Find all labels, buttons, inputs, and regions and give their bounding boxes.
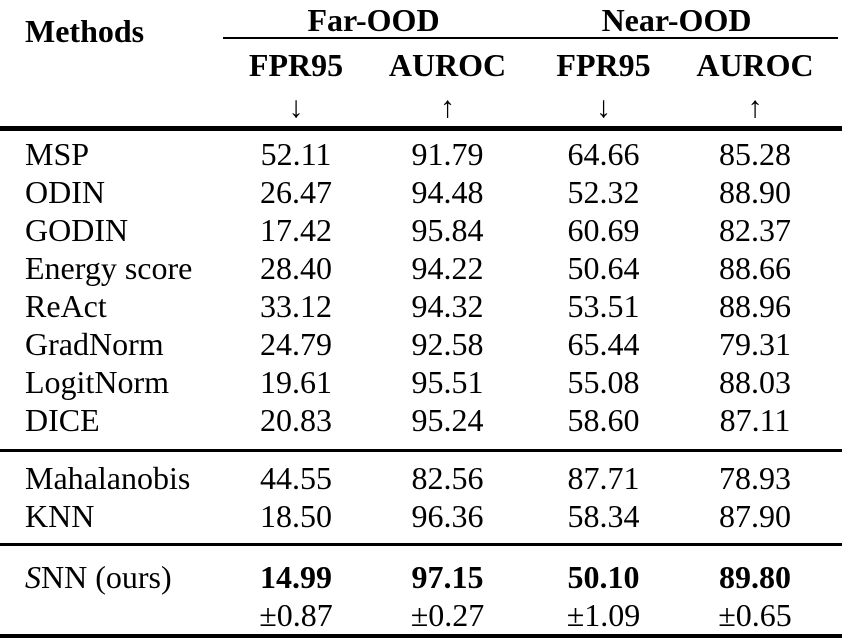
higher-better-arrow-icon: ↑	[747, 91, 763, 124]
value-cell: 58.60	[567, 401, 640, 438]
table-row: ODIN 26.47 94.48 52.32 88.90	[0, 173, 842, 211]
value-cell: 20.83	[260, 401, 332, 438]
higher-better-arrow-icon: ↑	[440, 91, 455, 124]
lower-better-arrow-icon: ↓	[596, 91, 611, 124]
value-cell: 60.69	[567, 211, 640, 248]
section-divider-rule	[0, 449, 842, 452]
value-cell: 52.32	[567, 173, 640, 210]
value-cell: 95.84	[411, 211, 484, 248]
value-cell: 44.55	[260, 459, 332, 496]
method-cell: ODIN	[25, 173, 105, 210]
header-span-rule	[223, 37, 838, 39]
value-cell: 28.40	[260, 249, 332, 286]
value-cell: 88.66	[719, 249, 791, 286]
value-cell: 88.96	[719, 287, 791, 324]
value-cell: 95.51	[411, 363, 484, 400]
value-cell: 65.44	[567, 325, 640, 362]
std-cell: ±0.27	[410, 596, 485, 633]
value-cell: 17.42	[260, 211, 332, 248]
value-cell: 24.79	[260, 325, 332, 362]
value-cell: 58.34	[567, 497, 640, 534]
table-row: DICE 20.83 95.24 58.60 87.11	[0, 401, 842, 439]
value-cell: 96.36	[411, 497, 484, 534]
table-row: GODIN 17.42 95.84 60.69 82.37	[0, 211, 842, 249]
method-cell-ours: SNN (ours)	[0, 559, 222, 596]
metric-header-near-fpr95: FPR95	[556, 46, 651, 83]
value-cell: 53.51	[567, 287, 640, 324]
value-cell: 50.64	[567, 249, 640, 286]
value-cell: 85.28	[719, 135, 791, 172]
method-cell: Energy score	[25, 249, 193, 286]
metric-header-row: FPR95 AUROC FPR95 AUROC	[0, 40, 842, 90]
value-cell: 78.93	[719, 459, 791, 496]
baseline-methods-section: MSP 52.11 91.79 64.66 85.28 ODIN 26.47 9…	[0, 131, 842, 449]
value-cell: 79.31	[719, 325, 791, 362]
group-header-row: Far-OOD Near-OOD	[0, 0, 842, 40]
value-cell: 82.37	[719, 211, 791, 248]
table-header: Methods Far-OOD Near-OOD FPR95 AUROC FPR…	[0, 0, 842, 126]
value-cell: 19.61	[260, 363, 332, 400]
distance-methods-section: Mahalanobis 44.55 82.56 87.71 78.93 KNN …	[0, 452, 842, 543]
value-cell-best: 14.99	[260, 558, 332, 595]
table-row-ours: SNN (ours) 14.99 97.15 50.10 89.80	[0, 558, 842, 596]
table-row: KNN 18.50 96.36 58.34 87.90	[0, 497, 842, 535]
std-cell: ±0.87	[259, 596, 333, 633]
value-cell-best: 50.10	[567, 558, 640, 595]
table-row: ReAct 33.12 94.32 53.51 88.96	[0, 287, 842, 325]
method-cell: GODIN	[25, 211, 129, 248]
table-row: LogitNorm 19.61 95.51 55.08 88.03	[0, 363, 842, 401]
method-name-rest: NN (ours)	[41, 558, 172, 595]
value-cell: 92.58	[411, 325, 484, 362]
value-cell: 88.03	[719, 363, 791, 400]
lower-better-arrow-icon: ↓	[288, 91, 304, 124]
table-row: Mahalanobis 44.55 82.56 87.71 78.93	[0, 459, 842, 497]
method-cell: DICE	[25, 401, 100, 438]
value-cell: 94.48	[411, 173, 484, 210]
method-cell: MSP	[25, 135, 90, 172]
value-cell: 87.90	[719, 497, 791, 534]
value-cell: 95.24	[411, 401, 484, 438]
method-cell: LogitNorm	[25, 363, 169, 400]
table-row: Energy score 28.40 94.22 50.64 88.66	[0, 249, 842, 287]
value-cell: 82.56	[411, 459, 484, 496]
direction-arrow-row: ↓ ↑ ↓ ↑	[0, 90, 842, 126]
value-cell: 33.12	[260, 287, 332, 324]
script-s-letter: S	[25, 558, 41, 595]
value-cell: 87.71	[567, 459, 640, 496]
ours-section: SNN (ours) 14.99 97.15 50.10 89.80 ±0.87…	[0, 546, 842, 634]
metric-header-far-fpr95: FPR95	[248, 46, 344, 83]
group-header-near-ood: Near-OOD	[601, 1, 752, 38]
value-cell: 55.08	[567, 363, 640, 400]
value-cell: 88.90	[719, 173, 791, 210]
value-cell-best: 97.15	[411, 558, 484, 595]
method-cell: Mahalanobis	[25, 459, 191, 496]
value-cell: 94.32	[411, 287, 484, 324]
method-cell: GradNorm	[25, 325, 164, 362]
table-bottom-rule	[0, 634, 842, 638]
table-row: GradNorm 24.79 92.58 65.44 79.31	[0, 325, 842, 363]
section-divider-rule	[0, 543, 842, 546]
table-row: MSP 52.11 91.79 64.66 85.28	[0, 135, 842, 173]
value-cell: 18.50	[260, 497, 332, 534]
value-cell: 94.22	[411, 249, 484, 286]
table-row-std: ±0.87 ±0.27 ±1.09 ±0.65	[0, 596, 842, 634]
std-cell: ±1.09	[566, 596, 641, 633]
value-cell: 26.47	[260, 173, 332, 210]
method-cell: KNN	[25, 497, 95, 534]
std-cell: ±0.65	[718, 596, 792, 633]
value-cell: 87.11	[719, 401, 791, 438]
value-cell: 91.79	[411, 135, 484, 172]
method-cell: ReAct	[25, 287, 107, 324]
methods-column-header: Methods	[25, 13, 145, 49]
header-bottom-rule	[0, 126, 842, 131]
value-cell: 64.66	[567, 135, 640, 172]
metric-header-near-auroc: AUROC	[696, 46, 814, 83]
value-cell-best: 89.80	[719, 558, 791, 595]
metric-header-far-auroc: AUROC	[388, 46, 507, 83]
group-header-far-ood: Far-OOD	[307, 1, 440, 38]
value-cell: 52.11	[260, 135, 332, 172]
